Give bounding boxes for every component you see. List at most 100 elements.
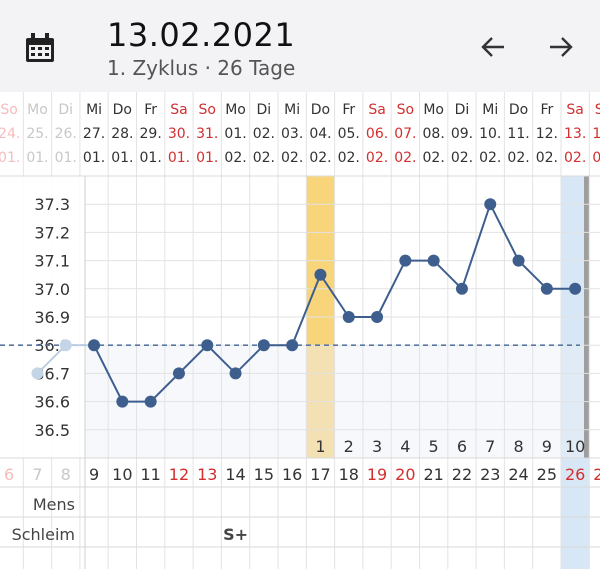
- temperature-point[interactable]: [116, 395, 129, 408]
- weekday-label: Mi: [86, 102, 102, 118]
- weekday-label: So: [199, 102, 216, 118]
- post-ovulation-day-label: 8: [513, 437, 523, 456]
- month-label: 02.: [479, 150, 501, 166]
- month-label: 02.: [564, 150, 586, 166]
- post-ovulation-day-label: 4: [400, 437, 410, 456]
- cycle-day-label: 22: [452, 465, 472, 484]
- day-label: 05.: [338, 126, 360, 142]
- post-ovulation-day-label: 9: [542, 437, 552, 456]
- weekday-label: Mo: [225, 102, 246, 118]
- weekday-label: So: [0, 102, 17, 118]
- temperature-point[interactable]: [371, 311, 384, 323]
- day-label: 26.: [55, 126, 77, 142]
- weekday-label: Do: [113, 102, 132, 118]
- y-tick-label: 37.0: [34, 280, 70, 299]
- day-label: 11.: [507, 126, 529, 142]
- row-label-mens: Mens: [33, 495, 75, 514]
- temperature-point[interactable]: [342, 311, 355, 323]
- y-tick-label: 36.5: [34, 421, 70, 440]
- weekday-label: So: [595, 102, 600, 118]
- month-label: 01.: [0, 150, 20, 166]
- weekday-label: Sa: [170, 102, 187, 118]
- temperature-point[interactable]: [201, 339, 214, 352]
- post-ovulation-day-label: 1: [315, 437, 325, 456]
- month-label: 02.: [394, 150, 416, 166]
- arrow-right-icon: [550, 37, 573, 57]
- temperature-point[interactable]: [88, 339, 101, 352]
- cycle-day-label: 15: [254, 465, 274, 484]
- next-day-button[interactable]: [546, 32, 576, 62]
- month-label: 02.: [423, 150, 445, 166]
- day-label: 02.: [253, 126, 275, 142]
- day-label: 01.: [224, 126, 246, 142]
- weekday-label: Di: [455, 102, 470, 118]
- weekday-label: Sa: [566, 102, 583, 118]
- weekday-label: Sa: [368, 102, 385, 118]
- cycle-day-label: 6: [4, 465, 14, 484]
- post-ovulation-day-label: 6: [457, 437, 467, 456]
- day-label: 09.: [451, 126, 473, 142]
- temperature-point[interactable]: [455, 282, 468, 295]
- post-ovulation-day-label: 3: [372, 437, 382, 456]
- temperature-point[interactable]: [229, 367, 242, 380]
- day-label: 31.: [196, 126, 218, 142]
- temperature-point[interactable]: [314, 268, 327, 281]
- cycle-day-label: 12: [169, 465, 189, 484]
- weekday-label: Mo: [423, 102, 444, 118]
- cycle-day-label: 27: [593, 465, 600, 484]
- y-axis-panel: [0, 176, 85, 458]
- page-title: 13.02.2021: [107, 16, 296, 54]
- temperature-point[interactable]: [257, 339, 270, 352]
- day-label: 14.: [592, 126, 600, 142]
- temperature-point[interactable]: [172, 367, 185, 380]
- cycle-day-label: 21: [423, 465, 443, 484]
- month-label: 01.: [83, 150, 105, 166]
- row-label-schleim: Schleim: [12, 525, 75, 544]
- schleim-entry: S+: [223, 525, 248, 544]
- cycle-day-label: 13: [197, 465, 217, 484]
- calendar-button[interactable]: [20, 28, 60, 68]
- cycle-day-label: 14: [225, 465, 245, 484]
- temperature-point[interactable]: [399, 254, 412, 267]
- post-ovulation-day-label: 10: [565, 437, 585, 456]
- cycle-day-label: 8: [61, 465, 71, 484]
- month-label: 01.: [140, 150, 162, 166]
- temperature-point[interactable]: [31, 367, 44, 380]
- temperature-point[interactable]: [144, 395, 157, 408]
- cycle-day-label: 23: [480, 465, 500, 484]
- cycle-day-label: 10: [112, 465, 132, 484]
- temperature-point[interactable]: [540, 282, 553, 295]
- day-label: 28.: [111, 126, 133, 142]
- temperature-point[interactable]: [484, 198, 497, 211]
- temperature-point[interactable]: [59, 339, 72, 352]
- cycle-day-label: 18: [339, 465, 359, 484]
- day-label: 08.: [423, 126, 445, 142]
- day-label: 27.: [83, 126, 105, 142]
- previous-day-button[interactable]: [478, 32, 508, 62]
- temperature-point[interactable]: [427, 254, 440, 267]
- y-tick-label: 37.2: [34, 223, 70, 242]
- month-label: 02.: [592, 150, 600, 166]
- cycle-day-label: 26: [565, 465, 585, 484]
- month-label: 02.: [338, 150, 360, 166]
- month-label: 02.: [281, 150, 303, 166]
- y-tick-label: 37.1: [34, 252, 70, 271]
- month-label: 02.: [536, 150, 558, 166]
- weekday-label: Mi: [482, 102, 498, 118]
- cycle-day-label: 25: [537, 465, 557, 484]
- temperature-chart[interactable]: 37.337.237.137.036.936.836.736.636.5So24…: [0, 92, 600, 569]
- temperature-point[interactable]: [569, 282, 582, 295]
- cycle-day-label: 9: [89, 465, 99, 484]
- weekday-label: Do: [311, 102, 330, 118]
- month-label: 01.: [26, 150, 48, 166]
- day-label: 13.: [564, 126, 586, 142]
- y-tick-label: 36.9: [34, 308, 70, 327]
- temperature-point[interactable]: [512, 254, 525, 267]
- month-label: 01.: [55, 150, 77, 166]
- cycle-day-label: 11: [140, 465, 160, 484]
- temperature-point[interactable]: [286, 339, 299, 352]
- month-label: 01.: [196, 150, 218, 166]
- month-label: 02.: [366, 150, 388, 166]
- calendar-icon: [26, 33, 54, 62]
- weekday-label: Mi: [284, 102, 300, 118]
